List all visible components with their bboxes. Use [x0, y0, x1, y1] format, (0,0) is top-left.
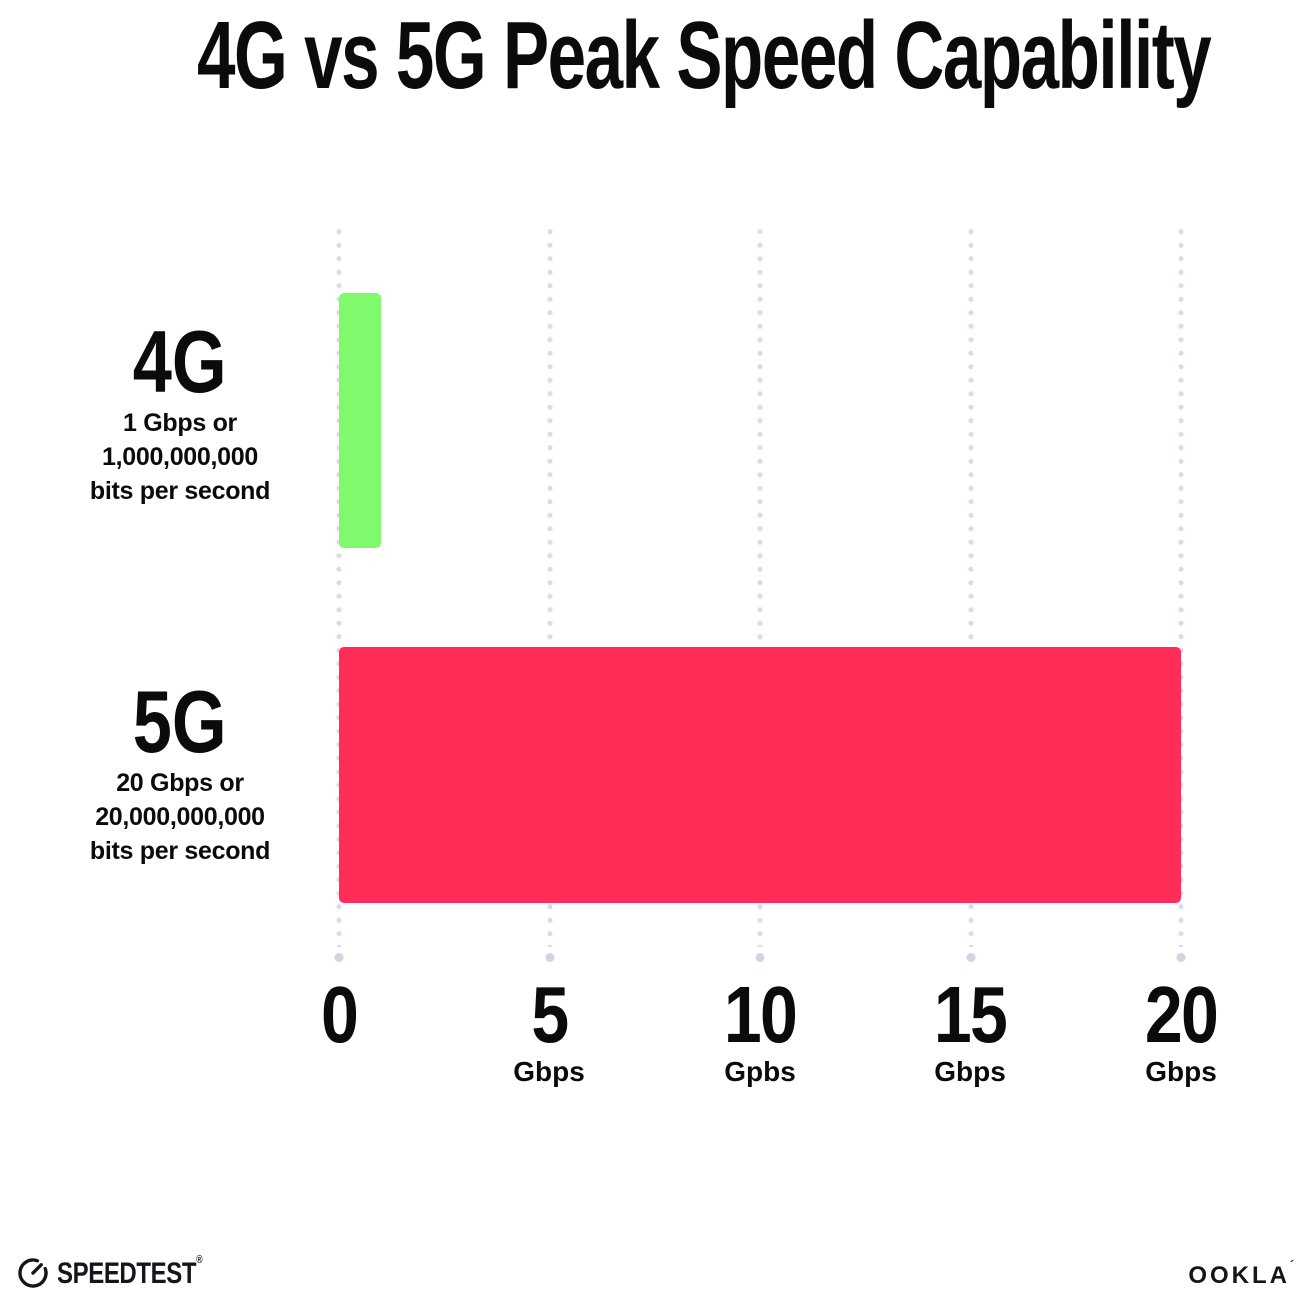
gridline-end-dot — [334, 953, 344, 962]
chart-title: 4G vs 5G Peak Speed Capability — [0, 0, 1308, 112]
x-tick-unit: Gpbs — [724, 1056, 796, 1087]
ookla-trademark-mark: ´ — [1290, 1258, 1294, 1272]
category-name-5g: 5G — [30, 678, 330, 766]
category-label-5g: 5G 20 Gbps or 20,000,000,000 bits per se… — [30, 678, 330, 868]
gridline-20 — [1176, 225, 1186, 962]
x-tick-value-text: 20 — [1144, 970, 1219, 1059]
x-tick-value: 10 — [718, 975, 803, 1055]
plot-area — [334, 225, 1186, 962]
x-tick-0: 0 — [318, 975, 361, 1057]
speedometer-gauge-icon — [18, 1257, 48, 1288]
x-tick-unit: Gbps — [934, 1056, 1006, 1087]
category-sub-line: 1 Gbps or — [123, 409, 237, 437]
chart-title-text: 4G vs 5G Peak Speed Capability — [197, 2, 1212, 109]
gridline-end-dot — [755, 953, 765, 962]
ookla-wordmark-text: OOKLA — [1188, 1262, 1290, 1289]
x-tick-value: 5 — [513, 975, 585, 1055]
x-tick-unit: Gbps — [1145, 1056, 1217, 1087]
x-tick-value-text: 5 — [530, 970, 569, 1059]
gridline-0 — [334, 225, 344, 962]
x-tick-5: 5 Gbps — [513, 975, 585, 1087]
bar-5g — [339, 647, 1181, 903]
gridline-5 — [545, 225, 554, 962]
gridline-15 — [966, 225, 975, 962]
category-sub-line: bits per second — [89, 837, 271, 865]
x-tick-unit: Gbps — [513, 1056, 585, 1087]
category-sub-line: 1,000,000,000 — [102, 443, 258, 471]
bar-4g — [339, 293, 382, 548]
x-tick-value-text: 15 — [933, 970, 1008, 1059]
category-sub-line: bits per second — [89, 477, 271, 505]
ookla-logo: OOKLA´ — [1188, 1258, 1294, 1290]
category-sub-line: 20 Gbps or — [116, 769, 244, 797]
category-name-4g-text: 4G — [133, 312, 227, 411]
gridline-end-dot — [966, 953, 975, 962]
category-sub-line: 20,000,000,000 — [95, 803, 265, 831]
x-tick-value: 15 — [928, 975, 1013, 1055]
x-tick-20: 20 Gbps — [1139, 975, 1224, 1087]
gridline-end-dot — [1176, 953, 1186, 962]
x-tick-value-text: 10 — [723, 970, 798, 1059]
x-tick-value: 20 — [1139, 975, 1224, 1055]
speedtest-wordmark-text: SPEEDTEST — [57, 1257, 197, 1290]
gridline-10 — [755, 225, 765, 962]
gridline-end-dot — [545, 953, 554, 962]
category-name-5g-text: 5G — [133, 672, 227, 771]
x-tick-10: 10 Gpbs — [718, 975, 803, 1087]
x-tick-value-text: 0 — [320, 970, 359, 1059]
x-tick-15: 15 Gbps — [928, 975, 1013, 1087]
category-label-4g: 4G 1 Gbps or 1,000,000,000 bits per seco… — [30, 318, 330, 508]
speedtest-wordmark: SPEEDTEST® — [57, 1254, 203, 1291]
speedtest-logo: SPEEDTEST® — [16, 1254, 238, 1291]
registered-trademark-symbol: ® — [196, 1254, 203, 1266]
category-name-4g: 4G — [30, 318, 330, 406]
x-tick-value: 0 — [318, 975, 361, 1055]
